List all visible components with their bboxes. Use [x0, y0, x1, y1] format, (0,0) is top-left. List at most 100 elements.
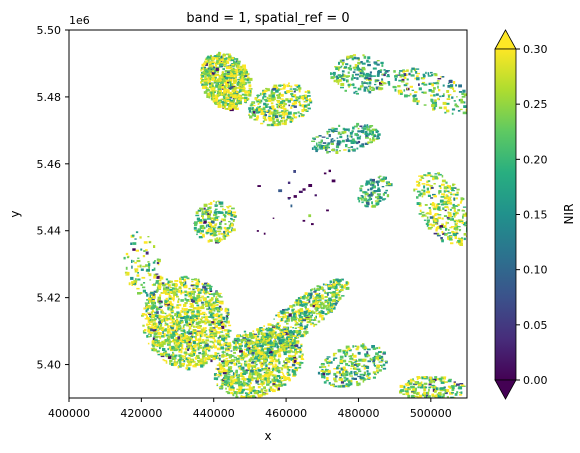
raster-cell [414, 77, 417, 80]
raster-cell [217, 90, 219, 93]
raster-cell [416, 72, 420, 75]
raster-cell [304, 314, 309, 317]
raster-cell [331, 306, 334, 308]
raster-cell [376, 137, 380, 140]
raster-cell [172, 352, 175, 356]
raster-cell [166, 337, 170, 341]
raster-cell [336, 142, 341, 146]
raster-cell [432, 193, 436, 196]
raster-cell [332, 281, 335, 284]
raster-cell [201, 333, 203, 337]
raster-cell [162, 290, 167, 293]
raster-cell [200, 318, 203, 322]
raster-cell [329, 284, 334, 287]
raster-cell [221, 101, 225, 104]
raster-cell [245, 360, 248, 363]
raster-cell [430, 197, 434, 199]
raster-cell [188, 318, 191, 322]
raster-cell [309, 100, 313, 104]
raster-cell [320, 139, 323, 143]
raster-cell [163, 332, 166, 336]
raster-cell [183, 315, 186, 319]
raster-cell [217, 92, 221, 95]
raster-cell [260, 331, 263, 335]
raster-cell [307, 299, 311, 301]
raster-cell [209, 93, 212, 95]
raster-cell [265, 104, 268, 107]
raster-cell [295, 344, 299, 348]
raster-cell [364, 142, 369, 145]
raster-cell [223, 374, 228, 378]
raster-cell [351, 149, 356, 151]
raster-cell [206, 87, 209, 89]
raster-cell [282, 335, 284, 338]
raster-cell [184, 347, 188, 351]
raster-cell [282, 311, 286, 315]
raster-cell [155, 344, 160, 347]
raster-cell [332, 283, 336, 286]
raster-cell [224, 369, 228, 373]
raster-cell [203, 314, 205, 316]
raster-cell [254, 369, 257, 372]
raster-cell [221, 334, 225, 338]
raster-cell [195, 313, 199, 316]
raster-cell [335, 296, 338, 299]
raster-cell [209, 223, 213, 226]
raster-cell [299, 350, 302, 354]
raster-cell [218, 296, 223, 298]
raster-cell [177, 336, 181, 340]
raster-cell [190, 354, 194, 357]
raster-cell [309, 315, 313, 319]
raster-cell [437, 203, 440, 205]
raster-cell [381, 178, 384, 181]
raster-cell [244, 360, 247, 363]
raster-cell [233, 80, 237, 82]
raster-cell [211, 329, 215, 331]
raster-cell [176, 304, 179, 306]
raster-cell [432, 177, 435, 181]
raster-cell [346, 138, 349, 140]
raster-cell [356, 365, 359, 368]
raster-cell [291, 105, 295, 107]
raster-cell [382, 193, 385, 196]
raster-cell [228, 366, 232, 369]
raster-cell [278, 93, 281, 96]
raster-cell [216, 347, 221, 351]
raster-cell [253, 365, 256, 368]
raster-cell [307, 95, 311, 97]
raster-cell [315, 136, 319, 138]
raster-cell [329, 301, 331, 305]
raster-cell [226, 375, 231, 378]
raster-cell [273, 376, 276, 380]
raster-cell [262, 332, 266, 335]
raster-cell [249, 382, 252, 385]
raster-cell [234, 346, 238, 349]
raster-cell [215, 83, 219, 85]
raster-cell [217, 315, 222, 319]
raster-cell [208, 68, 211, 71]
raster-cell [374, 83, 377, 86]
raster-cell [419, 209, 422, 213]
raster-cell [233, 372, 236, 375]
raster-cell [172, 287, 175, 290]
raster-cell [423, 189, 426, 193]
raster-cell [300, 357, 304, 360]
raster-cell [195, 307, 198, 310]
raster-cell [210, 330, 213, 332]
raster-cell [255, 111, 260, 114]
raster-cell [212, 230, 215, 233]
raster-cell [263, 93, 265, 96]
raster-cell [253, 341, 257, 344]
raster-cell [332, 291, 336, 294]
raster-cell [380, 80, 384, 84]
raster-cell [307, 301, 310, 304]
raster-cell [341, 59, 345, 62]
raster-cell [314, 289, 317, 292]
raster-cell [229, 362, 234, 364]
raster-cell [256, 347, 259, 349]
raster-cell [235, 91, 239, 94]
raster-cell [268, 336, 273, 339]
raster-cell [315, 295, 319, 298]
raster-cell [301, 296, 305, 299]
raster-cell [222, 364, 226, 368]
